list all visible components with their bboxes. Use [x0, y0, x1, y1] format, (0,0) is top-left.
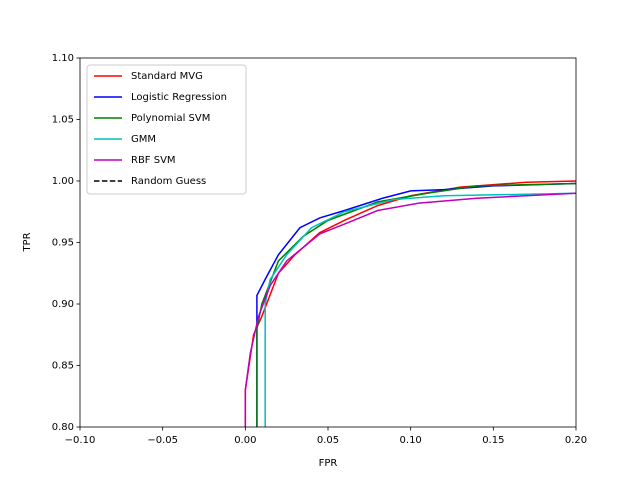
y-tick-label: 0.95 — [52, 238, 74, 249]
legend-label: Logistic Regression — [131, 92, 227, 103]
x-tick-label: 0.15 — [482, 435, 504, 446]
legend-label: Polynomial SVM — [131, 113, 210, 124]
legend-label: GMM — [131, 134, 156, 145]
y-tick-label: 1.10 — [52, 53, 74, 64]
y-axis-label: TPR — [22, 232, 33, 252]
x-axis-label: FPR — [319, 458, 338, 469]
x-tick-label: 0.00 — [234, 435, 256, 446]
legend-label: Random Guess — [131, 176, 206, 187]
x-tick-label: 0.05 — [317, 435, 339, 446]
x-tick-label: −0.05 — [147, 435, 178, 446]
legend-label: Standard MVG — [131, 71, 203, 82]
x-tick-label: −0.10 — [65, 435, 96, 446]
plot-frame — [79, 57, 577, 428]
y-tick-label: 0.85 — [52, 361, 74, 372]
roc-line — [244, 192, 576, 427]
y-tick-label: 1.05 — [52, 115, 74, 126]
legend-label: RBF SVM — [131, 155, 176, 166]
y-tick-label: 0.80 — [52, 422, 74, 433]
y-tick-label: 1.00 — [52, 176, 74, 187]
y-tick-label: 0.90 — [52, 299, 74, 310]
legend-box — [86, 64, 247, 195]
x-tick-label: 0.20 — [565, 435, 587, 446]
x-tick-label: 0.10 — [400, 435, 422, 446]
plot-lines — [244, 180, 576, 427]
